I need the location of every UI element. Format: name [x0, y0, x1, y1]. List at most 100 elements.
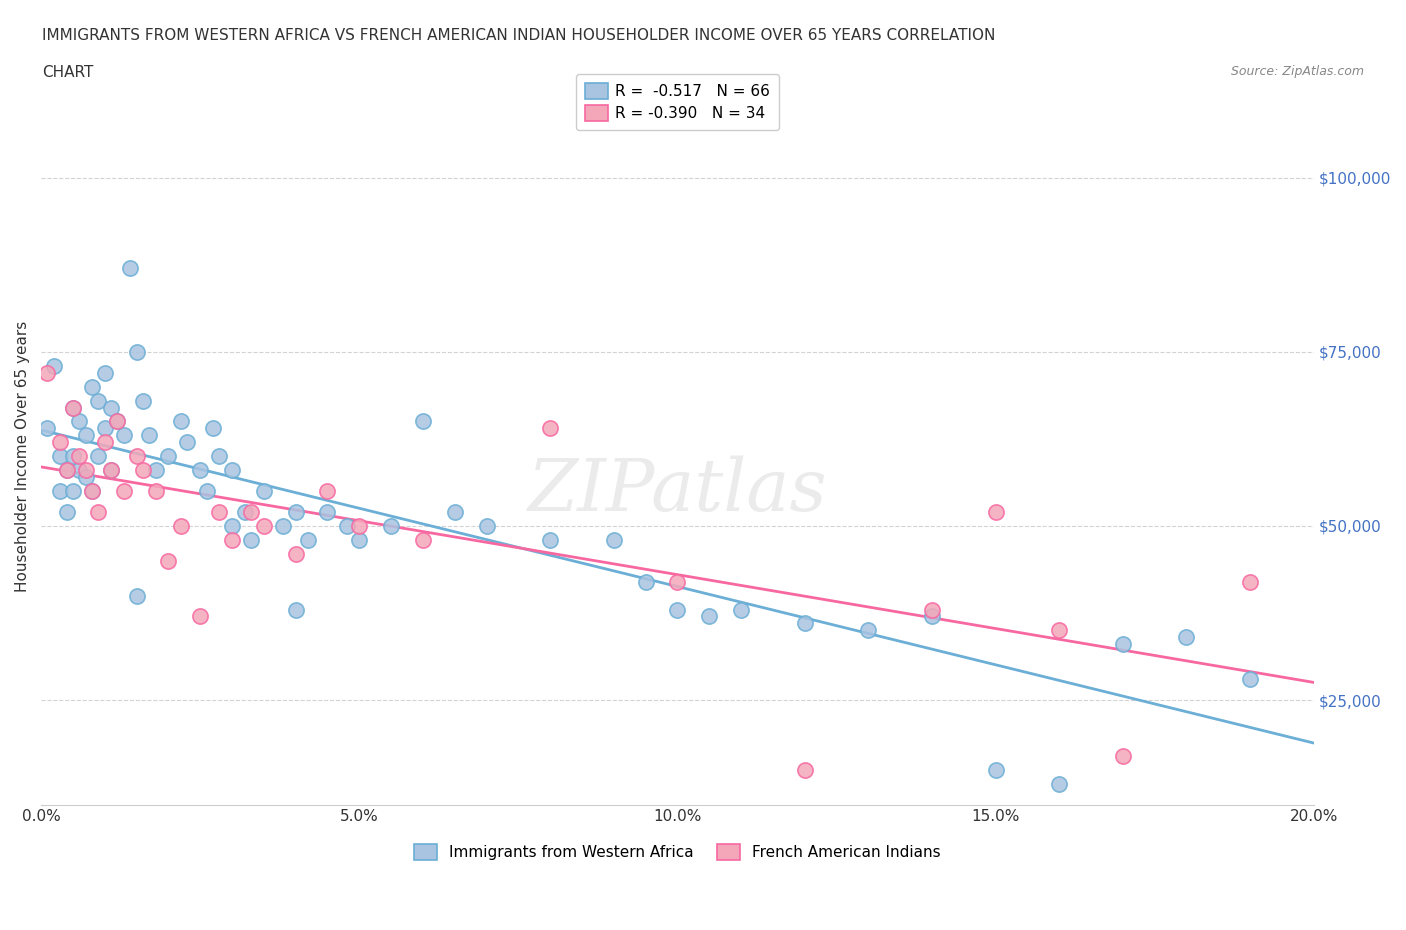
Point [100, 463, 122, 478]
Text: Source: ZipAtlas.com: Source: ZipAtlas.com [1230, 65, 1364, 78]
Point [93, 421, 115, 436]
Point [1175, 630, 1198, 644]
Point [55, 505, 77, 520]
Point [380, 519, 402, 534]
Point [100, 463, 122, 478]
Point [316, 484, 339, 498]
Point [634, 574, 657, 589]
Point [138, 428, 160, 443]
Point [176, 435, 198, 450]
Point [157, 449, 180, 464]
Point [87, 393, 110, 408]
Point [297, 532, 319, 547]
Point [188, 609, 211, 624]
Point [170, 519, 193, 534]
Point [1239, 574, 1261, 589]
Point [55, 463, 77, 478]
Point [145, 463, 167, 478]
Point [221, 532, 243, 547]
Point [475, 519, 498, 534]
Point [538, 532, 561, 547]
Point [349, 532, 371, 547]
Point [132, 463, 155, 478]
Point [80, 379, 103, 394]
Point [145, 484, 167, 498]
Point [100, 400, 122, 415]
Point [157, 553, 180, 568]
Point [1112, 637, 1135, 652]
Point [49, 449, 72, 464]
Point [335, 519, 357, 534]
Point [201, 421, 224, 436]
Point [921, 609, 943, 624]
Text: IMMIGRANTS FROM WESTERN AFRICA VS FRENCH AMERICAN INDIAN HOUSEHOLDER INCOME OVER: IMMIGRANTS FROM WESTERN AFRICA VS FRENCH… [42, 28, 995, 43]
Point [1047, 777, 1070, 791]
Legend: Immigrants from Western Africa, French American Indians: Immigrants from Western Africa, French A… [408, 838, 946, 867]
Point [271, 519, 294, 534]
Point [316, 505, 339, 520]
Point [221, 463, 243, 478]
Point [87, 505, 110, 520]
Point [75, 463, 97, 478]
Point [62, 449, 84, 464]
Point [208, 449, 231, 464]
Point [240, 532, 263, 547]
Point [984, 763, 1007, 777]
Point [1112, 749, 1135, 764]
Point [62, 400, 84, 415]
Point [195, 484, 218, 498]
Point [75, 470, 97, 485]
Point [49, 435, 72, 450]
Point [412, 414, 434, 429]
Point [170, 414, 193, 429]
Point [284, 546, 307, 561]
Point [666, 574, 689, 589]
Point [793, 763, 815, 777]
Point [284, 602, 307, 617]
Point [93, 365, 115, 380]
Point [62, 400, 84, 415]
Point [67, 449, 90, 464]
Point [1239, 671, 1261, 686]
Point [349, 519, 371, 534]
Point [37, 365, 59, 380]
Point [208, 505, 231, 520]
Point [858, 623, 880, 638]
Point [75, 428, 97, 443]
Point [253, 519, 276, 534]
Point [793, 616, 815, 631]
Point [112, 428, 135, 443]
Point [240, 505, 263, 520]
Text: ZIPatlas: ZIPatlas [527, 456, 827, 526]
Point [62, 484, 84, 498]
Point [603, 532, 626, 547]
Point [87, 449, 110, 464]
Point [37, 421, 59, 436]
Point [666, 602, 689, 617]
Point [697, 609, 720, 624]
Point [284, 505, 307, 520]
Point [67, 414, 90, 429]
Point [107, 414, 129, 429]
Point [1047, 623, 1070, 638]
Point [120, 260, 142, 275]
Point [80, 484, 103, 498]
Point [42, 358, 65, 373]
Point [107, 414, 129, 429]
Point [125, 344, 148, 359]
Text: CHART: CHART [42, 65, 94, 80]
Point [730, 602, 752, 617]
Point [93, 435, 115, 450]
Point [984, 505, 1007, 520]
Point [112, 484, 135, 498]
Point [67, 463, 90, 478]
Point [921, 602, 943, 617]
Point [221, 519, 243, 534]
Point [55, 463, 77, 478]
Point [188, 463, 211, 478]
Point [443, 505, 465, 520]
Point [80, 484, 103, 498]
Y-axis label: Householder Income Over 65 years: Householder Income Over 65 years [15, 321, 30, 591]
Point [132, 393, 155, 408]
Point [233, 505, 256, 520]
